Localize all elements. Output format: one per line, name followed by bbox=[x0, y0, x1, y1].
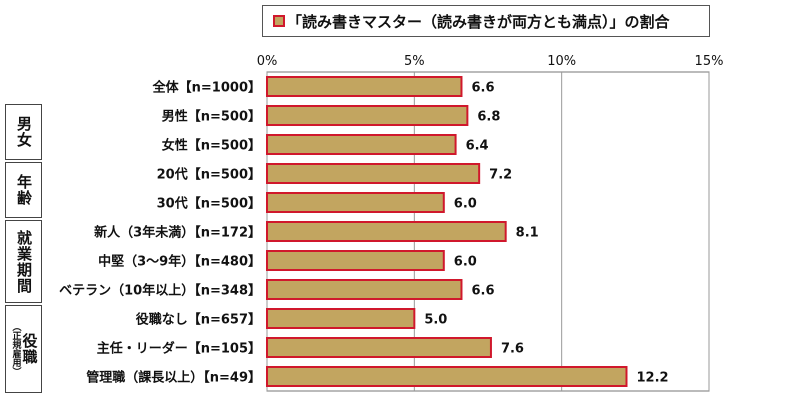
bar bbox=[266, 134, 457, 155]
category-label: 新人（3年未満）【n=172】 bbox=[94, 225, 261, 241]
group-box-gender: 男女 bbox=[5, 104, 42, 160]
x-tick-label: 10% bbox=[547, 54, 576, 69]
group-label: 年齢 bbox=[15, 174, 33, 206]
x-tick-label: 15% bbox=[695, 54, 724, 69]
bar bbox=[266, 250, 445, 271]
group-label: 役職 bbox=[20, 333, 39, 365]
x-tick-label: 0% bbox=[257, 54, 278, 69]
category-label: 主任・リーダー【n=105】 bbox=[97, 341, 261, 357]
bar bbox=[266, 192, 445, 213]
bar bbox=[266, 163, 481, 184]
data-label: 8.1 bbox=[516, 226, 539, 241]
bar bbox=[266, 76, 463, 97]
category-label: 女性【n=500】 bbox=[162, 138, 261, 154]
group-sublabel: （正規雇用） bbox=[10, 322, 21, 376]
category-label: 管理職（課長以上）【n=49】 bbox=[86, 370, 261, 386]
group-box-age: 年齢 bbox=[5, 162, 42, 218]
x-tick-label: 5% bbox=[404, 54, 425, 69]
bar bbox=[266, 105, 469, 126]
data-label: 6.6 bbox=[471, 284, 494, 299]
data-label: 5.0 bbox=[424, 313, 447, 328]
group-label: 男女 bbox=[15, 116, 33, 148]
group-label: 就業期間 bbox=[15, 229, 33, 294]
category-label: 全体【n=1000】 bbox=[152, 80, 261, 96]
category-label: 役職なし【n=657】 bbox=[136, 312, 261, 328]
bar bbox=[266, 221, 507, 242]
chart-title-text: 「読み書きマスター（読み書きが両方とも満点）」の割合 bbox=[287, 12, 670, 31]
bar bbox=[266, 337, 492, 358]
category-label: 30代【n=500】 bbox=[157, 196, 261, 212]
data-label: 7.6 bbox=[501, 342, 524, 357]
data-label: 7.2 bbox=[489, 168, 512, 183]
group-box-tenure: 就業期間 bbox=[5, 220, 42, 303]
bar bbox=[266, 308, 416, 329]
group-box-position: 役職 （正規雇用） bbox=[5, 305, 42, 393]
data-label: 6.0 bbox=[454, 255, 477, 270]
data-label: 6.4 bbox=[466, 139, 489, 154]
data-label: 6.0 bbox=[454, 197, 477, 212]
bar bbox=[266, 366, 628, 387]
legend-marker-icon bbox=[273, 15, 285, 27]
category-label: 男性【n=500】 bbox=[162, 109, 261, 125]
data-label: 12.2 bbox=[636, 371, 668, 386]
bar bbox=[266, 279, 463, 300]
category-label: ベテラン（10年以上）【n=348】 bbox=[59, 283, 261, 299]
data-label: 6.8 bbox=[477, 110, 500, 125]
category-label: 中堅（3～9年）【n=480】 bbox=[98, 254, 261, 270]
category-label: 20代【n=500】 bbox=[157, 167, 261, 183]
data-label: 6.6 bbox=[471, 81, 494, 96]
chart-title: 「読み書きマスター（読み書きが両方とも満点）」の割合 bbox=[262, 5, 710, 37]
